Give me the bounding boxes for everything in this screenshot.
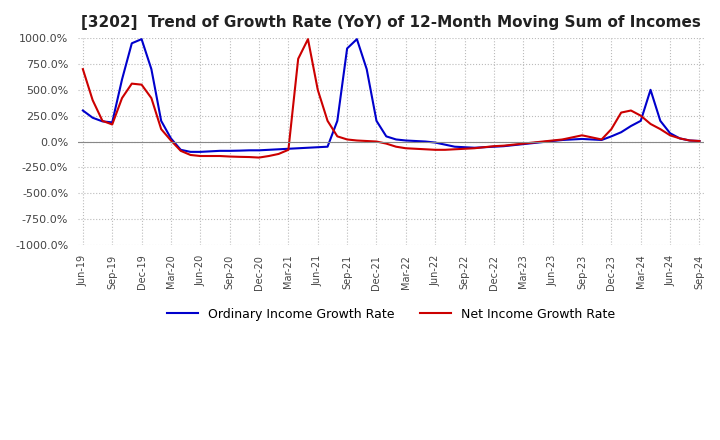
Net Income Growth Rate [490,143,498,149]
Ordinary Income Growth Rate [78,108,87,113]
Legend: Ordinary Income Growth Rate, Net Income Growth Rate: Ordinary Income Growth Rate, Net Income … [162,303,620,326]
Title: [3202]  Trend of Growth Rate (YoY) of 12-Month Moving Sum of Incomes: [3202] Trend of Growth Rate (YoY) of 12-… [81,15,701,30]
Net Income Growth Rate [353,138,361,143]
Line: Net Income Growth Rate: Net Income Growth Rate [83,39,699,158]
Ordinary Income Growth Rate [695,138,703,143]
Ordinary Income Growth Rate [353,37,361,42]
Ordinary Income Growth Rate [186,149,195,154]
Net Income Growth Rate [255,155,264,160]
Ordinary Income Growth Rate [402,138,410,143]
Net Income Growth Rate [402,146,410,151]
Net Income Growth Rate [695,138,703,143]
Net Income Growth Rate [441,147,449,152]
Net Income Growth Rate [304,37,312,42]
Ordinary Income Growth Rate [490,144,498,149]
Line: Ordinary Income Growth Rate: Ordinary Income Growth Rate [83,39,699,152]
Ordinary Income Growth Rate [441,142,449,147]
Ordinary Income Growth Rate [500,143,508,149]
Ordinary Income Growth Rate [166,136,175,141]
Ordinary Income Growth Rate [138,37,146,42]
Net Income Growth Rate [157,126,166,132]
Net Income Growth Rate [500,143,508,148]
Net Income Growth Rate [78,66,87,72]
